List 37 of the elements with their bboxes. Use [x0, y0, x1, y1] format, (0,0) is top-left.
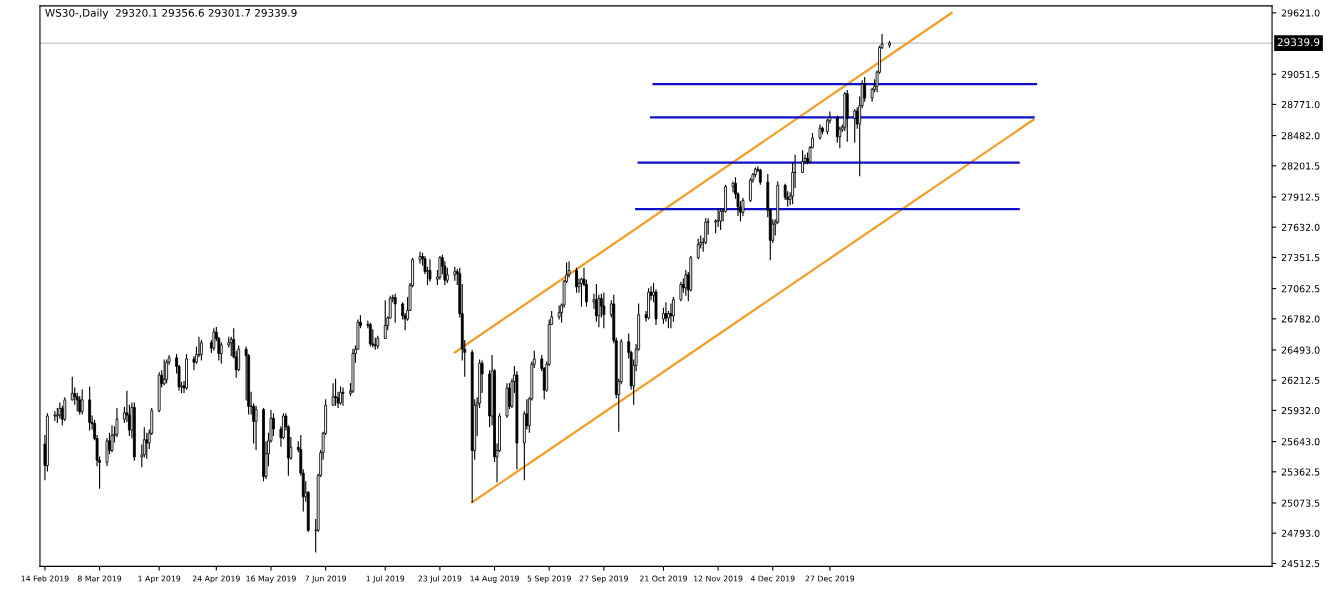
candlestick	[888, 40, 891, 48]
chart-title: WS30-,Daily 29320.1 29356.6 29301.7 29339.9	[45, 8, 297, 19]
candlestick	[341, 387, 345, 406]
candlestick	[801, 150, 804, 173]
y-tick-label: 26493.0	[1281, 346, 1320, 354]
candlestick	[696, 238, 700, 260]
candlestick	[165, 359, 169, 384]
y-tick-label: 27351.5	[1281, 254, 1320, 262]
candlestick	[200, 340, 203, 361]
y-tick-label: 28482.0	[1281, 132, 1320, 140]
candlestick	[219, 342, 223, 364]
y-tick-label: 28201.5	[1281, 162, 1320, 170]
y-tick-label: 28771.0	[1281, 101, 1320, 109]
y-tick-label: 25362.5	[1281, 468, 1320, 476]
y-tick-label: 26782.0	[1281, 315, 1320, 323]
candlestick	[557, 305, 561, 320]
candlestick	[185, 354, 188, 390]
y-tick-label: 29621.0	[1281, 9, 1320, 17]
y-tick-label: 25643.0	[1281, 438, 1320, 446]
candlestick	[63, 397, 67, 421]
y-tick-label: 27062.5	[1281, 285, 1320, 293]
y-tick-label: 26212.5	[1281, 376, 1320, 384]
y-tick-label: 25073.5	[1281, 499, 1320, 507]
y-tick-label: 24793.0	[1281, 529, 1320, 537]
candlestick	[262, 407, 265, 482]
y-tick-label: 27912.5	[1281, 193, 1320, 201]
y-tick-label: 29051.5	[1281, 70, 1320, 78]
ref-line-label: 29339.9	[1277, 38, 1320, 47]
candlestick	[331, 383, 335, 406]
candlestick	[575, 267, 578, 293]
y-tick-label: 27632.0	[1281, 223, 1320, 231]
y-tick-label: 24512.5	[1281, 560, 1320, 568]
candlestick	[339, 386, 342, 405]
candlestick	[334, 378, 337, 406]
y-tick-label: 25932.0	[1281, 407, 1320, 415]
candlestick	[70, 376, 74, 401]
candlestick	[53, 411, 57, 421]
